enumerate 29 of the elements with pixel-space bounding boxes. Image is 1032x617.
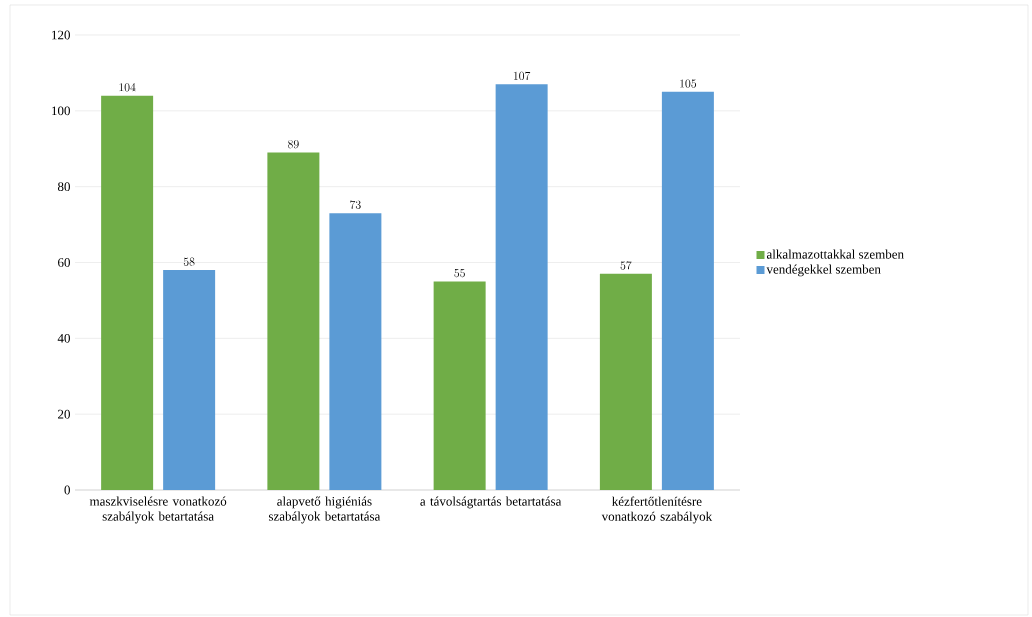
data-label: 105 [680, 79, 697, 88]
x-tick-label: alapvető higiéniás szabályok betartatása [268, 496, 381, 524]
data-label: 58 [183, 257, 195, 266]
x-tick-label: maszkviselésre vonatkozó szabályok betartatása [89, 496, 227, 524]
y-tick-label: 120 [52, 30, 70, 40]
y-tick-label: 20 [58, 409, 70, 419]
y-tick-label: 60 [58, 258, 70, 267]
data-label: 107 [513, 71, 531, 80]
bar [163, 270, 216, 490]
bar [661, 91, 714, 490]
data-label: 55 [454, 268, 465, 278]
data-label: 104 [119, 83, 136, 92]
bar [267, 152, 320, 490]
bar [433, 281, 486, 490]
bar [599, 273, 652, 490]
bar [329, 213, 382, 490]
legend-label: vendégekkel szemben [766, 264, 881, 277]
y-tick-label: 40 [57, 333, 70, 343]
y-tick-label: 100 [52, 106, 70, 116]
bar [101, 95, 154, 490]
data-label: 57 [620, 261, 632, 270]
data-label: 89 [288, 140, 299, 149]
data-label: 73 [350, 200, 361, 209]
legend-label: alkalmazottakkal szemben [766, 249, 904, 259]
bar [495, 84, 548, 490]
y-tick-label: 0 [64, 485, 70, 495]
x-tick-label: kézfertőtlenítésre vonatkozó szabályok [601, 496, 713, 524]
y-tick-label: 80 [57, 182, 70, 192]
x-tick-label: a távolságtartás betartatása [420, 496, 562, 509]
